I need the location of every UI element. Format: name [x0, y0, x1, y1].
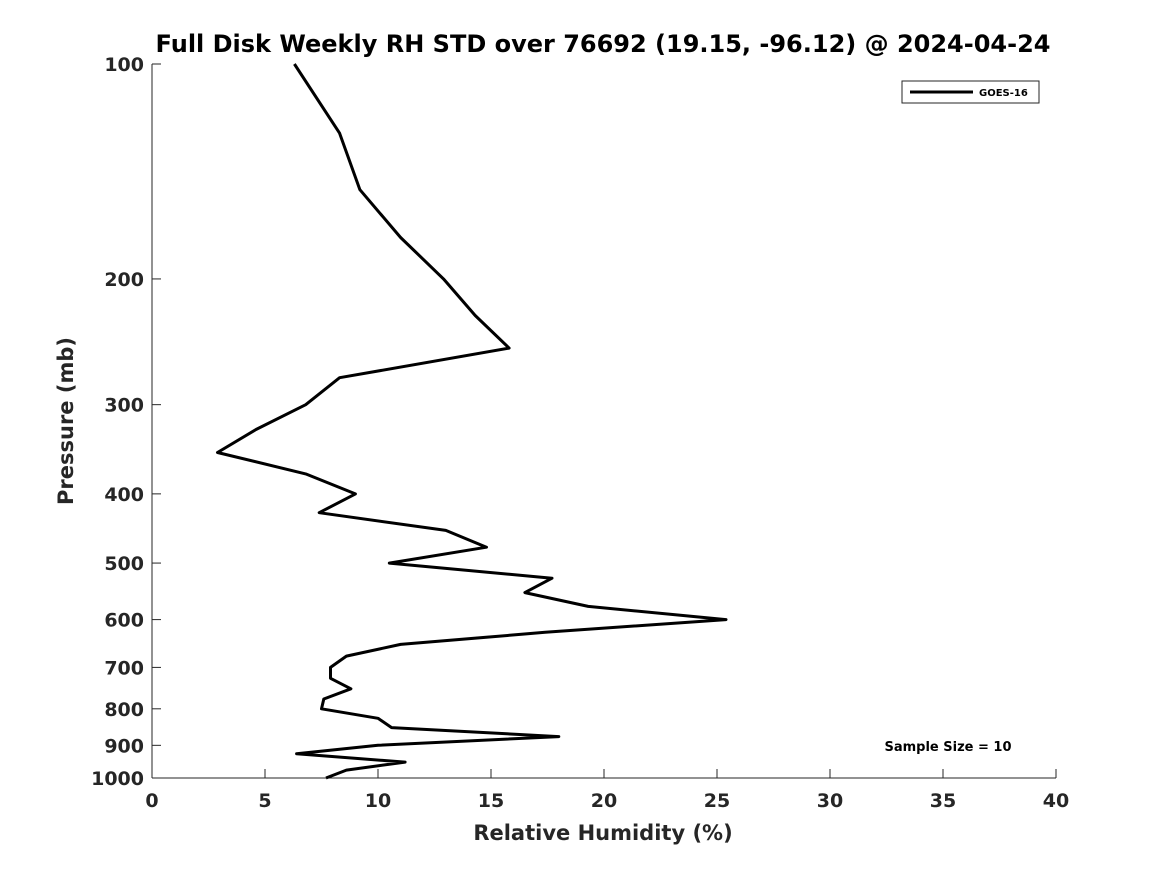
y-tick-label: 200: [104, 269, 144, 291]
y-tick-label: 500: [104, 553, 144, 575]
x-tick-label: 15: [478, 790, 504, 812]
x-tick-label: 40: [1043, 790, 1069, 812]
x-axis-label: Relative Humidity (%): [473, 821, 732, 845]
y-tick-label: 800: [104, 699, 144, 721]
y-tick-label: 700: [104, 657, 144, 679]
y-axis-label: Pressure (mb): [54, 337, 78, 505]
y-tick-label: 400: [104, 484, 144, 506]
y-tick-label: 100: [104, 54, 144, 76]
y-tick-label: 900: [104, 735, 144, 757]
x-tick-label: 35: [930, 790, 956, 812]
y-tick-label: 300: [104, 395, 144, 417]
plot-axes: [151, 64, 1056, 779]
legend-label-goes-16: GOES-16: [979, 88, 1028, 99]
x-tick-label: 20: [591, 790, 617, 812]
axis-ticks: 0 5 10 15 20 25 30 35 40 100 200 300 400 500 600 700 800…: [91, 54, 1069, 812]
chart-title: Full Disk Weekly RH STD over 76692 (19.1…: [156, 30, 1051, 58]
x-tick-label: 30: [817, 790, 843, 812]
sample-size-annotation: Sample Size = 10: [884, 740, 1011, 755]
series-layer: [216, 63, 728, 780]
x-tick-label: 10: [365, 790, 391, 812]
y-tick-label: 1000: [91, 768, 144, 790]
y-tick-label: 600: [104, 610, 144, 632]
x-tick-label: 0: [145, 790, 158, 812]
legend: GOES-16: [901, 80, 1040, 104]
series-line-goes-16: [216, 63, 728, 780]
x-tick-label: 25: [704, 790, 730, 812]
x-tick-label: 5: [258, 790, 271, 812]
